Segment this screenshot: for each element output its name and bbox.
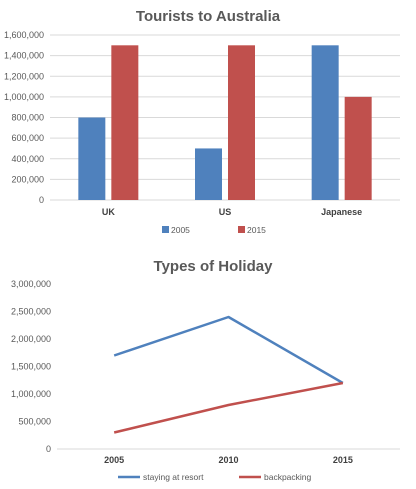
line-series-staying-at-resort: [113, 315, 344, 385]
x-tick-label: 2010: [218, 455, 238, 465]
y-tick-label: 600,000: [11, 133, 44, 143]
legend-label: backpacking: [264, 472, 312, 482]
x-category-label: US: [219, 207, 232, 217]
y-tick-label: 1,000,000: [4, 92, 44, 102]
line-chart-title: Types of Holiday: [154, 258, 274, 275]
bar-2015-japanese: [344, 96, 372, 200]
bar-chart-title: Tourists to Australia: [136, 8, 281, 25]
y-tick-label: 200,000: [11, 174, 44, 184]
y-tick-label: 1,200,000: [4, 71, 44, 81]
y-tick-label: 500,000: [18, 417, 51, 427]
y-tick-label: 0: [46, 444, 51, 454]
legend-label: 2005: [171, 225, 190, 235]
bar-2015-uk: [111, 45, 139, 200]
y-tick-label: 1,400,000: [4, 51, 44, 61]
y-tick-label: 1,600,000: [4, 30, 44, 40]
y-tick-label: 2,000,000: [11, 334, 51, 344]
bar-2005-uk: [78, 117, 106, 200]
x-category-label: Japanese: [321, 207, 362, 217]
legend-swatch: [162, 226, 169, 233]
legend-swatch: [238, 226, 245, 233]
y-tick-label: 3,000,000: [11, 279, 51, 289]
bar-2005-us: [195, 148, 222, 200]
bar-chart-tourists: Tourists to Australia 0 200,000 400,000 600…: [4, 8, 400, 235]
x-tick-label: 2005: [104, 455, 124, 465]
y-tick-label: 0: [39, 195, 44, 205]
x-category-label: UK: [102, 207, 115, 217]
y-tick-label: 2,500,000: [11, 307, 51, 317]
y-tick-label: 1,000,000: [11, 389, 51, 399]
line-series-backpacking: [113, 381, 344, 434]
x-tick-label: 2015: [333, 455, 353, 465]
legend-label: staying at resort: [143, 472, 204, 482]
legend-label: 2015: [247, 225, 266, 235]
y-tick-label: 800,000: [11, 113, 44, 123]
y-tick-label: 1,500,000: [11, 362, 51, 372]
y-tick-label: 400,000: [11, 154, 44, 164]
bar-2005-japanese: [311, 45, 339, 200]
bar-2015-us: [228, 45, 255, 200]
